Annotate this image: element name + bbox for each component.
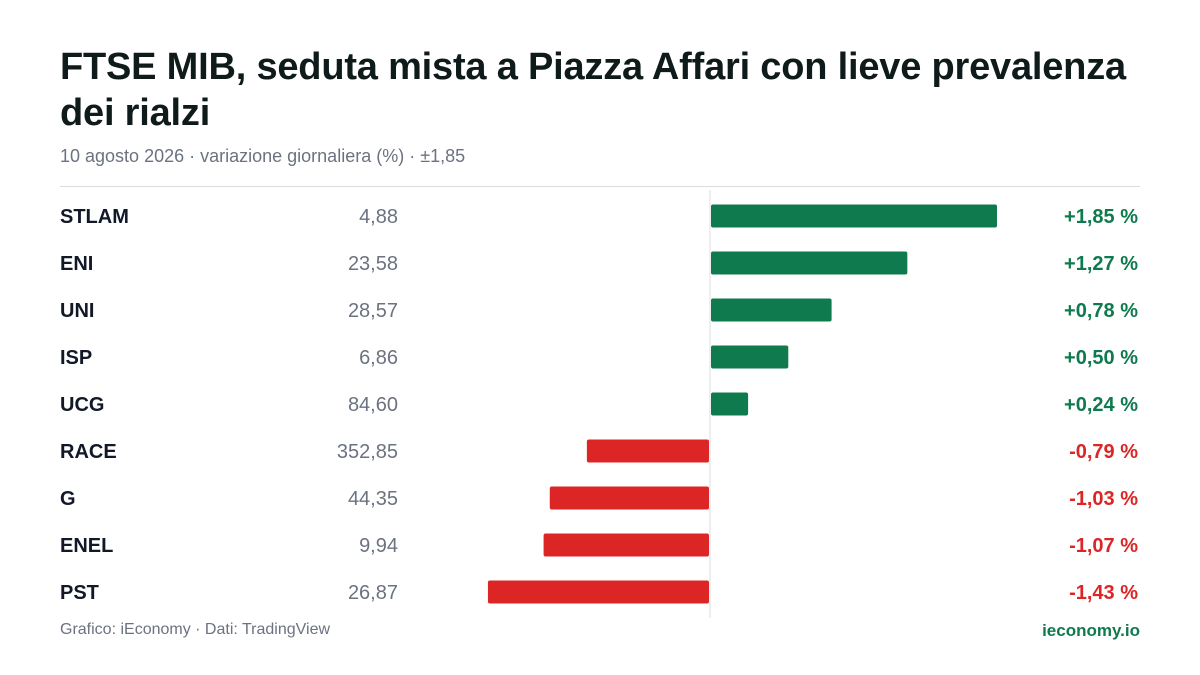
price-label: 84,60 <box>348 394 398 416</box>
brand-label: ieconomy.io <box>1042 621 1140 640</box>
change-label: -1,03 % <box>1069 488 1138 510</box>
chart-title: FTSE MIB, seduta mista a Piazza Affari c… <box>60 46 1126 134</box>
bar <box>711 392 749 416</box>
ticker-label: UNI <box>60 300 94 322</box>
bar <box>711 204 997 228</box>
price-label: 26,87 <box>348 582 398 604</box>
change-label: +1,85 % <box>1064 206 1138 228</box>
price-label: 9,94 <box>359 535 398 557</box>
change-label: +0,50 % <box>1064 347 1138 369</box>
bar <box>711 251 908 275</box>
price-label: 352,85 <box>337 441 398 463</box>
bar-chart: STLAM 4,88 +1,85 % ENI 23,58 +1,27 % UNI 28,57 +… <box>60 190 1138 618</box>
bar <box>711 345 789 369</box>
ticker-label: G <box>60 488 76 510</box>
bar <box>549 486 709 510</box>
ticker-label: UCG <box>60 394 104 416</box>
change-label: -1,43 % <box>1069 582 1138 604</box>
change-label: +1,27 % <box>1064 253 1138 275</box>
price-label: 44,35 <box>348 488 398 510</box>
price-label: 23,58 <box>348 253 398 275</box>
change-label: -0,79 % <box>1069 441 1138 463</box>
bar <box>711 298 832 322</box>
bar <box>586 439 709 463</box>
ticker-label: PST <box>60 582 99 604</box>
header-divider <box>60 186 1140 187</box>
ticker-label: ISP <box>60 347 92 369</box>
price-label: 6,86 <box>359 347 398 369</box>
ticker-label: STLAM <box>60 206 129 228</box>
change-label: +0,78 % <box>1064 300 1138 322</box>
bar <box>487 580 709 604</box>
chart-subtitle: 10 agosto 2026 · variazione giornaliera … <box>60 146 466 166</box>
ticker-label: RACE <box>60 441 117 463</box>
ticker-label: ENEL <box>60 535 113 557</box>
ticker-label: ENI <box>60 253 93 275</box>
bar <box>543 533 709 557</box>
source-credit: Grafico: iEconomy · Dati: TradingView <box>60 621 331 638</box>
change-label: +0,24 % <box>1064 394 1138 416</box>
price-label: 4,88 <box>359 206 398 228</box>
price-label: 28,57 <box>348 300 398 322</box>
change-label: -1,07 % <box>1069 535 1138 557</box>
